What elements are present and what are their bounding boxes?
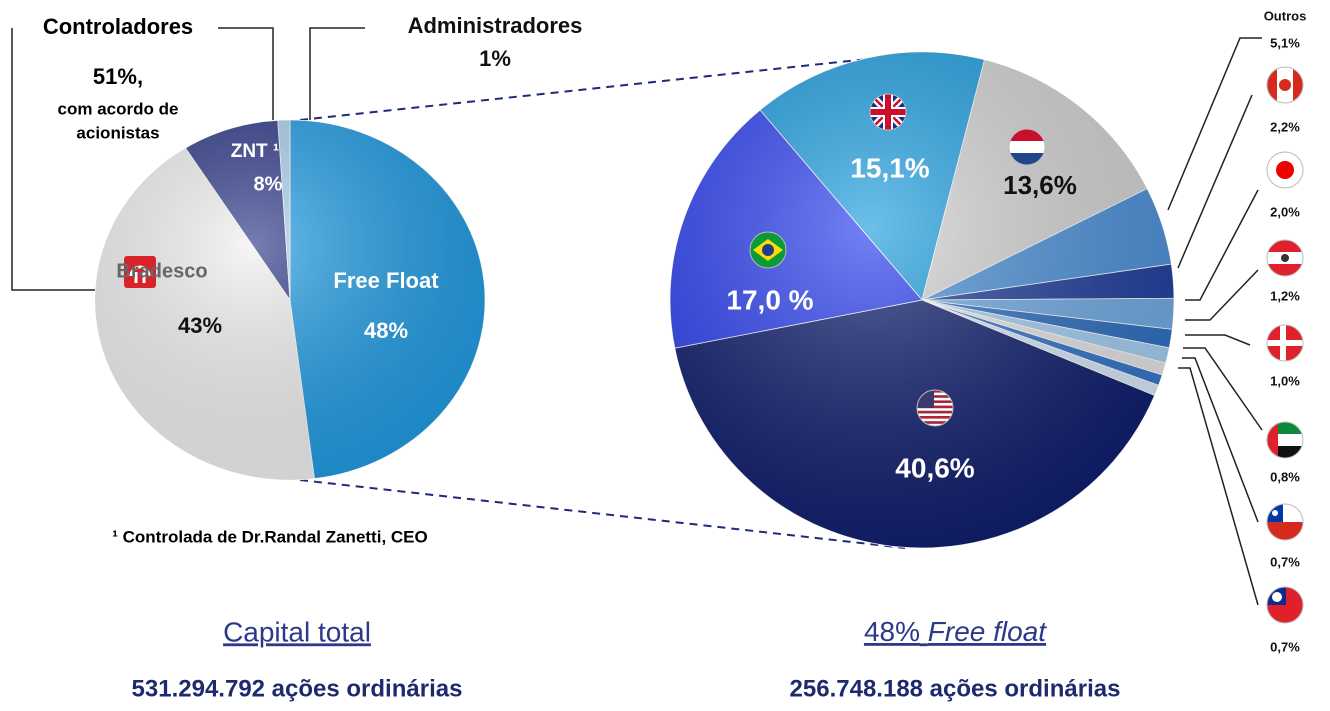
value-label: 48% xyxy=(364,318,408,343)
flag xyxy=(750,232,786,268)
controladores-title: Controladores xyxy=(43,14,193,39)
flag-border xyxy=(1266,239,1304,277)
flag-part xyxy=(1267,422,1278,458)
value-label: 0,8% xyxy=(1270,469,1300,484)
flag-border xyxy=(916,389,954,427)
leader-line xyxy=(1177,94,1253,269)
caption-title: Capital total xyxy=(223,616,371,647)
flag xyxy=(870,94,906,130)
flag-part xyxy=(1272,510,1278,516)
flag-part xyxy=(1267,67,1277,103)
controladores-note: com acordo de xyxy=(58,99,179,118)
flag-part xyxy=(917,403,953,406)
flag-part xyxy=(1276,161,1294,179)
flag-part xyxy=(1267,264,1303,276)
leader-line xyxy=(1167,37,1262,211)
flag-part xyxy=(917,421,953,424)
leader-line xyxy=(1185,334,1251,346)
flag-border xyxy=(1266,421,1304,459)
flag-part xyxy=(1009,129,1045,141)
flag xyxy=(1267,240,1303,276)
controladores-share: 51%, xyxy=(93,64,143,89)
flag-border xyxy=(1008,128,1046,166)
value-label: 40,6% xyxy=(895,452,974,483)
flag-border xyxy=(1266,324,1304,362)
logo xyxy=(124,256,156,288)
flag-part xyxy=(917,416,953,419)
value-label: 5,1% xyxy=(1270,35,1300,50)
leader-line xyxy=(309,27,365,120)
flag-part xyxy=(917,397,953,401)
flag-part xyxy=(1267,240,1303,252)
leader-line xyxy=(1178,367,1259,606)
flag-part xyxy=(1293,67,1303,103)
value-label: 1% xyxy=(479,46,511,71)
flag xyxy=(1267,325,1303,361)
caption-title: 48% Free float xyxy=(864,616,1047,647)
flag-part xyxy=(1272,592,1282,602)
slice-label: Free Float xyxy=(333,268,439,293)
flag xyxy=(1267,504,1303,540)
flag-border xyxy=(749,231,787,269)
leader-line xyxy=(218,27,274,120)
flag-part xyxy=(917,410,953,414)
flag-part xyxy=(917,413,953,416)
value-label: 13,6% xyxy=(1003,170,1077,200)
flag xyxy=(1267,422,1303,458)
caption-shares: 531.294.792 ações ordinárias xyxy=(132,675,463,702)
value-label: 1,0% xyxy=(1270,373,1300,388)
footnote: ¹ Controlada de Dr.Randal Zanetti, CEO xyxy=(112,527,427,546)
value-label: 2,2% xyxy=(1270,119,1300,134)
value-label: 8% xyxy=(254,173,283,195)
flag-part xyxy=(1009,153,1045,165)
logo-mark xyxy=(129,265,151,283)
value-label: 0,7% xyxy=(1270,554,1300,569)
leader-line xyxy=(1182,357,1259,523)
flag-border xyxy=(869,93,907,131)
flag-border xyxy=(1266,151,1304,189)
caption-shares: 256.748.188 ações ordinárias xyxy=(790,675,1121,702)
flag-part xyxy=(917,400,953,403)
flag-border xyxy=(1266,503,1304,541)
flag xyxy=(1009,129,1045,165)
value-label: 0,7% xyxy=(1270,639,1300,654)
flag-part xyxy=(885,94,891,130)
flag-part xyxy=(917,390,953,393)
controladores-note: acionistas xyxy=(76,123,159,142)
flag-part xyxy=(1280,325,1286,361)
slice-label: ZNT ¹ xyxy=(231,141,280,162)
flag-part xyxy=(762,244,774,256)
caption-emph: Free float xyxy=(928,616,1047,647)
flag-part xyxy=(917,408,953,411)
flag-border xyxy=(1266,586,1304,624)
flag-part xyxy=(917,405,953,409)
leader-line xyxy=(1183,347,1263,431)
flag-border xyxy=(1266,66,1304,104)
flag-part xyxy=(917,418,953,422)
pie-slice xyxy=(289,119,486,480)
slice-label: Outros xyxy=(1264,8,1307,23)
flag-part xyxy=(1281,254,1289,262)
flag-part xyxy=(1009,141,1045,153)
value-label: 43% xyxy=(178,313,222,338)
value-label: 15,1% xyxy=(850,152,929,183)
flag-part xyxy=(1267,522,1303,540)
caption-prefix: 48% xyxy=(864,616,920,647)
slice-label: Administradores xyxy=(408,13,583,38)
flag-part xyxy=(917,392,953,396)
value-label: 17,0 % xyxy=(726,284,813,315)
slice-label: Bradesco xyxy=(116,260,207,282)
value-label: 1,2% xyxy=(1270,288,1300,303)
value-label: 2,0% xyxy=(1270,204,1300,219)
flag xyxy=(1267,67,1303,103)
flag-part xyxy=(917,395,953,398)
flag-part xyxy=(917,423,953,426)
leader-line xyxy=(1185,269,1259,321)
flag xyxy=(1267,152,1303,188)
leader-line xyxy=(11,28,100,291)
leader-line xyxy=(1185,189,1259,301)
flag-part xyxy=(1279,79,1291,91)
